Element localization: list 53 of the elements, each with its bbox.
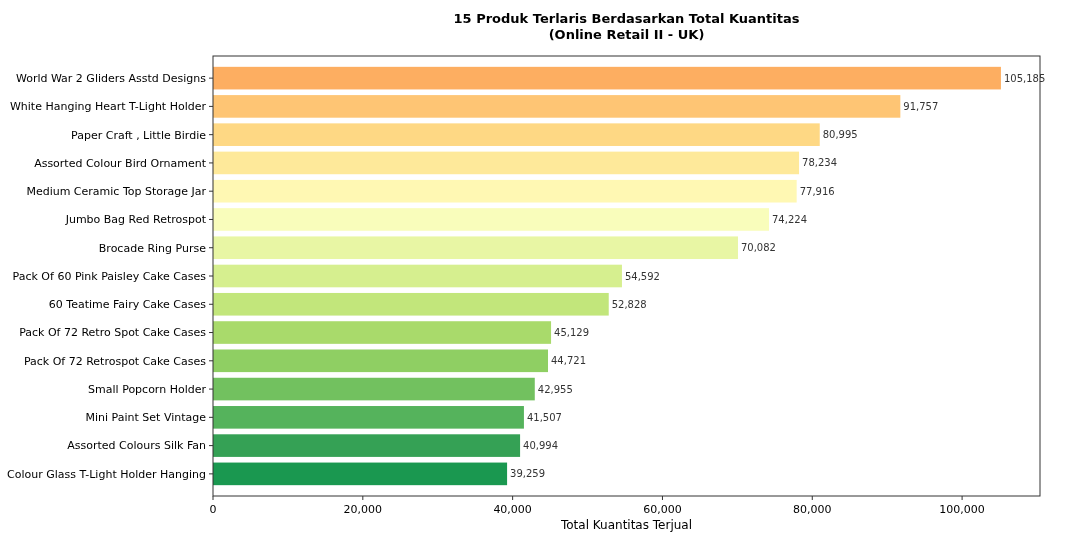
bar — [213, 95, 901, 118]
bar — [213, 434, 521, 457]
data-label: 39,259 — [510, 468, 546, 480]
data-label: 52,828 — [611, 298, 647, 310]
y-tick-label: Medium Ceramic Top Storage Jar — [26, 185, 207, 199]
bar — [213, 179, 797, 203]
bar — [213, 66, 1001, 90]
bar — [213, 123, 820, 146]
bar — [213, 292, 609, 316]
data-label: 44,721 — [551, 355, 586, 367]
x-tick-label: 40,000 — [493, 503, 532, 516]
data-label: 54,592 — [624, 270, 660, 282]
y-tick-label: Jumbo Bag Red Retrospot — [64, 213, 207, 227]
y-tick-label: Mini Paint Set Vintage — [85, 411, 207, 425]
y-tick-label: 60 Teatime Fairy Cake Cases — [48, 298, 207, 312]
x-tick-label: 100,000 — [939, 503, 985, 516]
bar — [213, 208, 770, 231]
data-label: 74,224 — [772, 213, 808, 225]
bar — [213, 462, 508, 486]
data-label: 91,757 — [903, 100, 939, 112]
x-tick-label: 0 — [209, 503, 217, 516]
bar — [213, 321, 552, 344]
x-tick-label: 60,000 — [643, 503, 682, 516]
y-tick-label: Pack Of 72 Retro Spot Cake Cases — [19, 326, 207, 340]
x-axis-title: Total Kuantitas Terjual — [559, 518, 693, 532]
bar — [213, 236, 738, 260]
bar — [213, 377, 535, 401]
y-tick-label: Paper Craft , Little Birdie — [71, 128, 207, 142]
y-tick-label: Pack Of 72 Retrospot Cake Cases — [23, 354, 207, 368]
bar — [213, 151, 800, 175]
bar — [213, 264, 622, 288]
data-label: 41,507 — [526, 411, 562, 423]
data-label: 45,129 — [554, 327, 590, 339]
y-tick-label: White Hanging Heart T-Light Holder — [9, 100, 207, 114]
data-label: 40,994 — [523, 440, 559, 452]
bar — [213, 406, 524, 429]
y-tick-label: World War 2 Gliders Asstd Designs — [15, 71, 207, 85]
data-label: 70,082 — [740, 242, 776, 254]
x-tick-label: 80,000 — [793, 503, 832, 516]
y-tick-label: Assorted Colours Silk Fan — [67, 439, 207, 453]
data-label: 80,995 — [822, 129, 858, 141]
data-label: 78,234 — [802, 157, 838, 169]
chart-title: 15 Produk Terlaris Berdasarkan Total Kuantitas (Online Retail II - UK) — [453, 11, 800, 42]
y-tick-label: Pack Of 60 Pink Paisley Cake Cases — [12, 269, 207, 283]
y-tick-label: Small Popcorn Holder — [88, 382, 207, 396]
y-tick-label: Assorted Colour Bird Ornament — [34, 156, 207, 170]
bar — [213, 349, 548, 373]
data-label: 105,185 — [1003, 72, 1046, 84]
x-tick-label: 20,000 — [343, 503, 383, 516]
data-label: 77,916 — [799, 185, 835, 197]
y-tick-label: Brocade Ring Purse — [98, 241, 207, 255]
y-tick-label: Colour Glass T-Light Holder Hanging — [7, 467, 206, 481]
data-label: 42,955 — [537, 383, 573, 395]
